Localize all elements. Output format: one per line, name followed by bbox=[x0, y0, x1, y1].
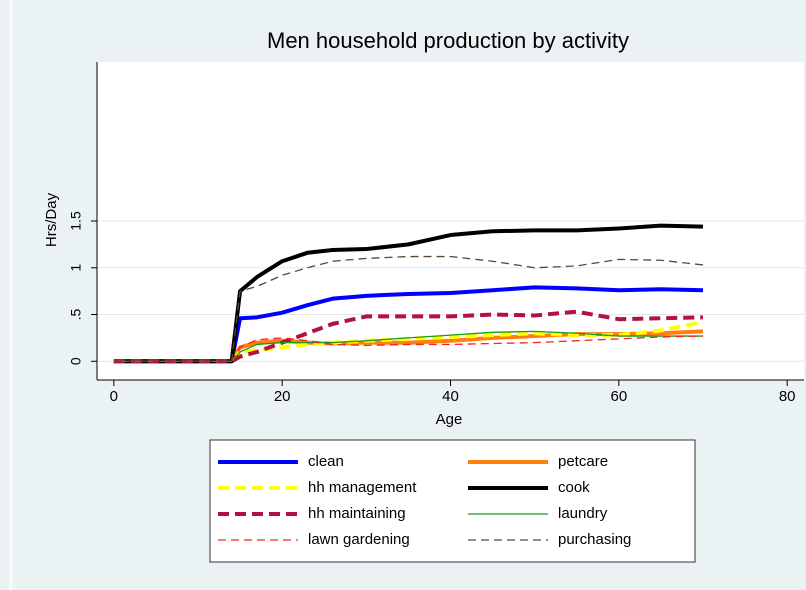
x-tick-label: 20 bbox=[274, 388, 291, 405]
y-tick-label: 1.5 bbox=[68, 211, 84, 231]
chart-title: Men household production by activity bbox=[267, 28, 629, 53]
legend-label: purchasing bbox=[558, 531, 631, 548]
x-tick-label: 60 bbox=[610, 388, 627, 405]
y-axis-title: Hrs/Day bbox=[43, 192, 60, 247]
legend-label: petcare bbox=[558, 453, 608, 470]
y-tick-label: 1 bbox=[68, 264, 84, 272]
series-line bbox=[113, 255, 704, 362]
x-tick-label: 40 bbox=[442, 388, 459, 405]
legend-label: lawn gardening bbox=[308, 531, 410, 548]
legend-label: hh management bbox=[308, 479, 417, 496]
x-tick-label: 0 bbox=[110, 388, 118, 405]
legend-label: cook bbox=[558, 479, 590, 496]
y-tick-label: .5 bbox=[68, 308, 84, 320]
legend-label: clean bbox=[308, 453, 344, 470]
y-tick-label: 0 bbox=[68, 357, 84, 365]
x-tick-label: 80 bbox=[779, 388, 796, 405]
x-axis-title: Age bbox=[436, 411, 463, 428]
legend-label: laundry bbox=[558, 505, 608, 522]
edge-strip bbox=[9, 0, 13, 590]
legend-label: hh maintaining bbox=[308, 505, 406, 522]
